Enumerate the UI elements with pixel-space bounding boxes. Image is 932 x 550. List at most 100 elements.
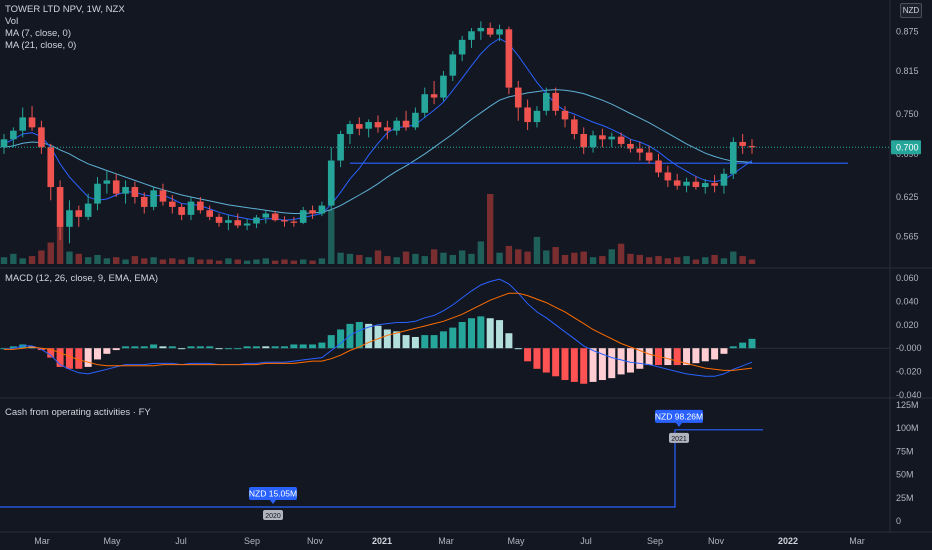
macd-histogram-bar <box>252 346 260 349</box>
time-axis-label: 2021 <box>372 536 392 546</box>
currency-button[interactable]: NZD <box>900 3 922 18</box>
candle-body <box>561 110 569 120</box>
macd-histogram-bar <box>355 321 363 349</box>
volume-bar <box>655 256 662 264</box>
volume-bar <box>187 257 195 264</box>
candle-body <box>748 145 756 148</box>
volume-bar <box>10 253 17 264</box>
candle-body <box>0 139 8 148</box>
macd-tick-label: 0.040 <box>896 296 919 306</box>
volume-bar <box>206 259 213 264</box>
volume-bar <box>337 252 344 264</box>
cash-tick-label: 0 <box>896 516 901 526</box>
macd-histogram-bar <box>468 318 475 349</box>
volume-bar <box>131 256 139 264</box>
volume-bar <box>47 242 54 264</box>
cash-callout-pointer <box>676 422 682 427</box>
time-axis-label: Nov <box>307 536 324 546</box>
volume-bar <box>19 258 26 264</box>
candle-body <box>580 134 587 148</box>
macd-histogram-bar <box>196 346 204 349</box>
candle-body <box>356 124 363 129</box>
cash-callout-value: NZD 98.26M <box>655 411 703 421</box>
candle-body <box>730 141 737 174</box>
ma7-label[interactable]: MA (7, close, 0) <box>5 28 71 39</box>
volume-bar <box>421 256 428 264</box>
macd-pane-title[interactable]: MACD (12, 26, close, 9, EMA, EMA) <box>5 273 159 284</box>
volume-bar <box>393 257 400 264</box>
time-axis-label: Jul <box>175 536 187 546</box>
candle-body <box>655 160 662 173</box>
year-badge-label: 2020 <box>265 513 281 520</box>
macd-histogram-bar <box>318 342 326 349</box>
volume-bar <box>169 258 176 264</box>
cash-tick-label: 50M <box>896 470 914 480</box>
macd-histogram-bar <box>477 316 485 349</box>
price-tick-label: 0.875 <box>896 26 919 36</box>
macd-tick-label: 0.020 <box>896 320 919 330</box>
volume-bar <box>178 259 185 264</box>
symbol-title[interactable]: TOWER LTD NPV, 1W, NZX <box>5 4 125 15</box>
candle-body <box>243 223 251 226</box>
volume-bar <box>739 256 746 264</box>
macd-histogram-bar <box>383 329 391 349</box>
candle-body <box>365 122 372 129</box>
volume-bar <box>645 257 653 264</box>
cash-pane-title[interactable]: Cash from operating activities · FY <box>5 407 151 418</box>
volume-bar <box>608 249 615 264</box>
candle-body <box>645 152 653 161</box>
time-axis-label: Jul <box>580 536 592 546</box>
volume-bar <box>225 258 232 264</box>
volume-bar <box>234 259 241 264</box>
macd-histogram-bar <box>664 348 672 366</box>
volume-bar <box>84 257 92 264</box>
year-badge-label: 2021 <box>671 436 687 443</box>
macd-line <box>3 278 753 377</box>
macd-histogram-bar <box>337 329 345 349</box>
macd-histogram-bar <box>617 348 625 375</box>
volume-bar <box>56 225 64 264</box>
macd-histogram-bar <box>215 348 223 350</box>
price-tick-label: 0.625 <box>896 192 919 202</box>
candle-body <box>449 54 457 76</box>
signal-line <box>4 292 753 371</box>
macd-histogram-bar <box>542 348 550 373</box>
candle-body <box>122 187 129 194</box>
volume-bar <box>103 258 111 264</box>
volume-bar <box>692 259 700 264</box>
volume-bar <box>589 257 597 264</box>
candle-body <box>253 217 260 224</box>
candle-body <box>374 122 382 128</box>
volume-bar <box>730 251 737 264</box>
volume-bar <box>477 241 485 264</box>
candle-body <box>75 210 83 217</box>
volume-bar <box>487 194 494 264</box>
candle-body <box>440 75 447 98</box>
macd-histogram-bar <box>187 346 195 349</box>
macd-histogram-bar <box>570 348 578 382</box>
macd-histogram-bar <box>131 346 139 349</box>
macd-histogram-bar <box>514 348 522 350</box>
macd-histogram-bar <box>94 348 101 360</box>
ma21-label[interactable]: MA (21, close, 0) <box>5 40 77 51</box>
candle-body <box>131 187 139 197</box>
macd-histogram-bar <box>393 331 401 349</box>
candle-body <box>617 136 625 144</box>
volume-bar <box>262 258 269 264</box>
macd-histogram-bar <box>673 348 681 366</box>
volume-bar <box>599 256 606 264</box>
cash-tick-label: 25M <box>896 493 914 503</box>
volume-label[interactable]: Vol <box>5 16 19 27</box>
candle-body <box>66 210 73 227</box>
macd-histogram-bar <box>683 348 691 366</box>
candle-body <box>543 92 550 111</box>
volume-bar <box>440 252 447 264</box>
macd-histogram-bar <box>56 348 64 367</box>
macd-histogram-bar <box>84 348 92 367</box>
candle-body <box>739 141 746 146</box>
macd-histogram-bar <box>140 346 148 349</box>
volume-bar <box>66 251 73 264</box>
macd-histogram-bar <box>692 348 700 364</box>
candle-body <box>384 127 391 131</box>
